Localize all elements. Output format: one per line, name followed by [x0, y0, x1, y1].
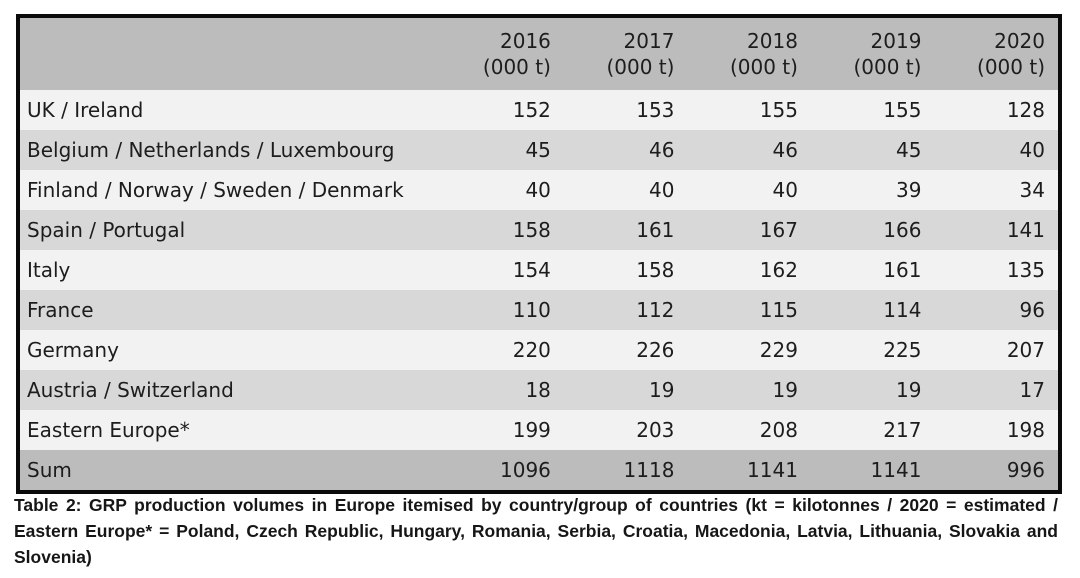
value-cell: 128	[934, 90, 1058, 130]
value-cell: 18	[440, 370, 564, 410]
value-cell: 1141	[810, 450, 935, 490]
value-cell: 115	[687, 290, 811, 330]
value-cell: 114	[810, 290, 935, 330]
row-label: UK / Ireland	[20, 90, 441, 130]
grp-production-table-frame: 2016 (000 t) 2017 (000 t) 2018 (000 t) 2019 (00…	[16, 14, 1062, 494]
value-cell: 161	[563, 210, 688, 250]
row-label: Sum	[20, 450, 441, 490]
value-cell: 1141	[687, 450, 811, 490]
value-cell: 96	[934, 290, 1058, 330]
value-cell: 996	[934, 450, 1058, 490]
table-row: Belgium / Netherlands / Luxembourg 45 46 46…	[20, 130, 1058, 170]
table-header-row: 2016 (000 t) 2017 (000 t) 2018 (000 t) 2019 (00…	[20, 18, 1058, 90]
value-cell: 40	[563, 170, 688, 210]
value-cell: 199	[440, 410, 564, 450]
table-row: Austria / Switzerland 18 19 19 19 17	[20, 370, 1058, 410]
value-cell: 40	[440, 170, 564, 210]
value-cell: 135	[934, 250, 1058, 290]
table-row: Finland / Norway / Sweden / Denmark 40 40 4…	[20, 170, 1058, 210]
value-cell: 229	[687, 330, 811, 370]
table-row: Spain / Portugal 158 161 167 166 141	[20, 210, 1058, 250]
value-cell: 40	[934, 130, 1058, 170]
row-label: Belgium / Netherlands / Luxembourg	[20, 130, 441, 170]
value-cell: 207	[934, 330, 1058, 370]
value-cell: 45	[440, 130, 564, 170]
row-label: Finland / Norway / Sweden / Denmark	[20, 170, 441, 210]
value-cell: 45	[810, 130, 935, 170]
value-cell: 1096	[440, 450, 564, 490]
year-column-header: 2016 (000 t)	[440, 18, 564, 90]
value-cell: 167	[687, 210, 811, 250]
value-cell: 46	[687, 130, 811, 170]
value-cell: 158	[563, 250, 688, 290]
row-label: Eastern Europe*	[20, 410, 441, 450]
value-cell: 112	[563, 290, 688, 330]
sum-row: Sum 1096 1118 1141 1141 996	[20, 450, 1058, 490]
value-cell: 46	[563, 130, 688, 170]
row-label: France	[20, 290, 441, 330]
value-cell: 141	[934, 210, 1058, 250]
value-cell: 158	[440, 210, 564, 250]
value-cell: 220	[440, 330, 564, 370]
year-label: 2017	[623, 29, 675, 53]
table-row: Germany 220 226 229 225 207	[20, 330, 1058, 370]
value-cell: 198	[934, 410, 1058, 450]
year-column-header: 2017 (000 t)	[563, 18, 688, 90]
value-cell: 17	[934, 370, 1058, 410]
value-cell: 40	[687, 170, 811, 210]
table-row: France 110 112 115 114 96	[20, 290, 1058, 330]
value-cell: 155	[687, 90, 811, 130]
table-row: Eastern Europe* 199 203 208 217 198	[20, 410, 1058, 450]
year-column-header: 2019 (000 t)	[810, 18, 935, 90]
value-cell: 34	[934, 170, 1058, 210]
table-body: UK / Ireland 152 153 155 155 128 Belgium / Net…	[20, 90, 1058, 490]
year-label: 2020	[994, 29, 1045, 53]
value-cell: 110	[440, 290, 564, 330]
year-label: 2019	[870, 29, 922, 53]
header-empty-cell	[20, 18, 441, 90]
table-header: 2016 (000 t) 2017 (000 t) 2018 (000 t) 2019 (00…	[20, 18, 1058, 90]
value-cell: 208	[687, 410, 811, 450]
unit-label: (000 t)	[606, 55, 675, 79]
unit-label: (000 t)	[482, 55, 551, 79]
value-cell: 166	[810, 210, 935, 250]
value-cell: 203	[563, 410, 688, 450]
value-cell: 1118	[563, 450, 688, 490]
value-cell: 153	[563, 90, 688, 130]
unit-label: (000 t)	[853, 55, 922, 79]
table-row: UK / Ireland 152 153 155 155 128	[20, 90, 1058, 130]
value-cell: 217	[810, 410, 935, 450]
value-cell: 154	[440, 250, 564, 290]
year-column-header: 2020 (000 t)	[934, 18, 1058, 90]
value-cell: 19	[687, 370, 811, 410]
value-cell: 161	[810, 250, 935, 290]
value-cell: 19	[563, 370, 688, 410]
row-label: Spain / Portugal	[20, 210, 441, 250]
table-row: Italy 154 158 162 161 135	[20, 250, 1058, 290]
row-label: Italy	[20, 250, 441, 290]
value-cell: 225	[810, 330, 935, 370]
value-cell: 19	[810, 370, 935, 410]
value-cell: 162	[687, 250, 811, 290]
year-column-header: 2018 (000 t)	[687, 18, 811, 90]
value-cell: 152	[440, 90, 564, 130]
unit-label: (000 t)	[729, 55, 798, 79]
row-label: Germany	[20, 330, 441, 370]
value-cell: 226	[563, 330, 688, 370]
table-caption: Table 2: GRP production volumes in Europ…	[14, 495, 1058, 567]
year-label: 2016	[500, 29, 551, 53]
unit-label: (000 t)	[977, 55, 1045, 79]
year-label: 2018	[747, 29, 798, 53]
value-cell: 39	[810, 170, 935, 210]
row-label: Austria / Switzerland	[20, 370, 441, 410]
value-cell: 155	[810, 90, 935, 130]
grp-production-table: 2016 (000 t) 2017 (000 t) 2018 (000 t) 2019 (00…	[20, 18, 1058, 490]
